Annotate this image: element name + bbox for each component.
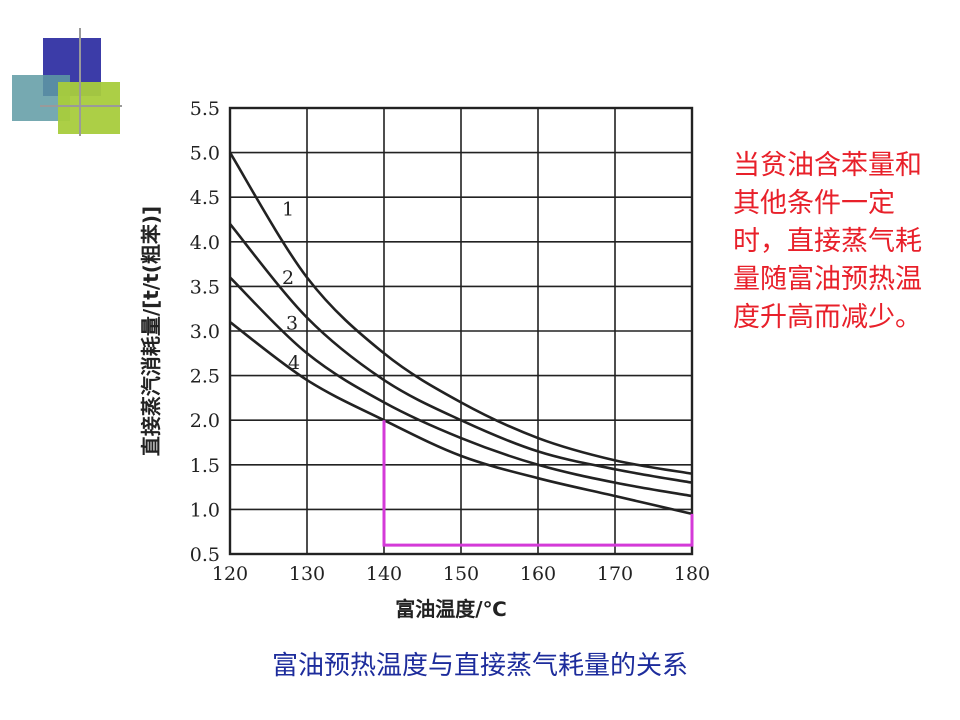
x-tick-label: 160 [520, 563, 556, 585]
x-tick-label: 120 [212, 563, 248, 585]
x-axis-title: 富油温度/℃ [395, 597, 507, 621]
x-tick-label: 150 [443, 563, 479, 585]
x-tick-label: 130 [289, 563, 325, 585]
y-tick-label: 2.5 [190, 366, 220, 388]
y-tick-label: 4.5 [190, 187, 220, 209]
plot-frame [228, 106, 694, 556]
series-line-1 [228, 151, 693, 476]
y-tick-label: 0.5 [190, 544, 220, 566]
decor-horizontal-line [40, 105, 122, 107]
y-tick-label: 5.5 [190, 98, 220, 120]
y-axis-title: 直接蒸汽消耗量/[t/t(粗苯)] [139, 206, 163, 456]
figure-caption: 富油预热温度与直接蒸气耗量的关系 [271, 651, 688, 681]
series-label-3: 3 [286, 312, 298, 334]
decor-vertical-line [79, 28, 81, 136]
decor-green-square [58, 82, 120, 134]
highlight-bracket [382, 420, 694, 547]
series-line-3 [229, 276, 693, 498]
series-label-4: 4 [288, 352, 300, 374]
x-tick-label: 170 [597, 563, 633, 585]
y-tick-label: 1.5 [190, 455, 220, 477]
y-tick-label: 4.0 [190, 232, 220, 254]
side-note: 当贫油含苯量和其他条件一定时，直接蒸气耗量随富油预热温度升高而减少。 [733, 150, 922, 333]
x-tick-label: 180 [674, 563, 710, 585]
y-tick-label: 3.0 [190, 321, 220, 343]
y-tick-label: 2.0 [190, 410, 220, 432]
y-tick-label: 5.0 [190, 143, 220, 165]
y-tick-label: 1.0 [190, 499, 220, 521]
y-tick-label: 3.5 [190, 276, 220, 298]
series-line-2 [228, 223, 693, 484]
series-label-2: 2 [282, 267, 294, 289]
chart: 0.5 1.0 1.5 2.0 2.5 3.0 3.5 4.0 4.5 5.0 5.5 120 130 1… [139, 98, 710, 621]
series-line-4 [229, 321, 693, 516]
x-tick-label: 140 [366, 563, 402, 585]
series-label-1: 1 [282, 199, 294, 221]
